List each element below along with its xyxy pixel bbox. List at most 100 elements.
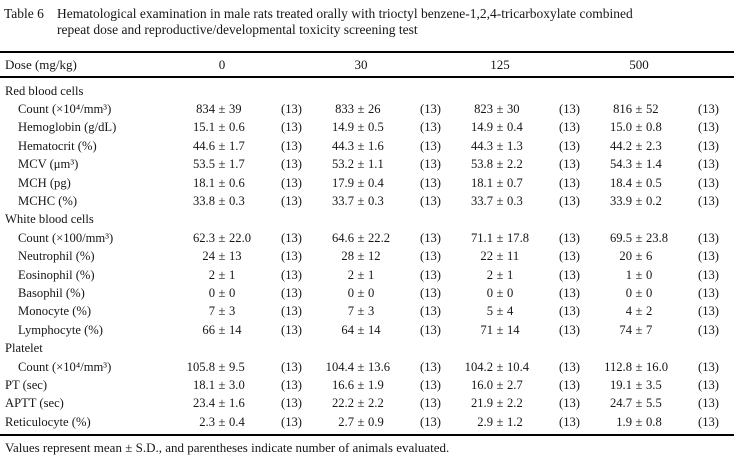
animal-count: (13) — [281, 175, 302, 190]
value-group: 71.1 ±17.8 (13) — [452, 231, 591, 246]
value-cell: 44.6 ±1.7 — [174, 139, 270, 154]
value-cell: 18.4 ±0.5 — [591, 176, 687, 191]
value-cell: 105.8 ±9.5 — [174, 360, 270, 375]
row-label: Hemoglobin (g/dL) — [18, 120, 117, 135]
sd-value: 0.4 — [368, 175, 384, 190]
value-group: 19.1 ±3.5 (13) — [591, 378, 730, 393]
animal-count: (13) — [281, 304, 302, 319]
value-group: 69.5 ±23.8 (13) — [591, 231, 730, 246]
plus-minus-sign: ± — [496, 102, 504, 117]
value-cell: 24 ±13 — [174, 249, 270, 264]
animal-count: (13) — [281, 377, 302, 392]
sd-value: 5.5 — [646, 396, 662, 411]
value-cell: 64 ±14 — [313, 323, 409, 338]
animal-count: (13) — [281, 285, 302, 300]
mean-value: 16.6 — [331, 377, 354, 392]
row-label: Eosinophil (%) — [18, 267, 95, 282]
plus-minus-sign: ± — [635, 396, 643, 411]
value-cell: 2 ±1 — [452, 268, 548, 283]
value-group: 2.3 ±0.4 (13) — [174, 415, 313, 430]
value-cell: 2 ±1 — [174, 268, 270, 283]
value-group: 33.7 ±0.3 (13) — [313, 194, 452, 209]
table-row: MCH (pg) 18.1 ±0.6 (13) 17.9 ±0.4 (13) 18.1 ±0.7… — [0, 174, 734, 192]
n-header-spacer — [409, 57, 452, 73]
value-group: 2 ±1 (13) — [452, 268, 591, 283]
mean-value: 18.1 — [470, 175, 493, 190]
table-row: PT (sec) 18.1 ±3.0 (13) 16.6 ±1.9 (13) 16.0 ±2.7… — [0, 376, 734, 394]
value-cell: 20 ±6 — [591, 249, 687, 264]
plus-minus-sign: ± — [218, 267, 226, 282]
value-group: 7 ±3 (13) — [174, 304, 313, 319]
animal-count: (13) — [698, 267, 719, 282]
mean-value: 28 — [341, 249, 354, 264]
animal-count: (13) — [281, 194, 302, 209]
value-cell: 14.9 ±0.4 — [452, 120, 548, 135]
mean-value: 18.1 — [192, 175, 215, 190]
sd-value: 0 — [229, 285, 236, 300]
row-label: Count (×10⁴/mm³) — [18, 359, 112, 374]
mean-value: 24.7 — [609, 396, 632, 411]
mean-value: 823 — [474, 102, 493, 117]
value-group: 112.8 ±16.0 (13) — [591, 360, 730, 375]
plus-minus-sign: ± — [635, 120, 643, 135]
plus-minus-sign: ± — [218, 230, 226, 245]
animal-count: (13) — [698, 157, 719, 172]
animal-count: (13) — [698, 359, 719, 374]
value-cell: 2.9 ±1.2 — [452, 415, 548, 430]
value-cell: 4 ±2 — [591, 304, 687, 319]
mean-value: 0 — [486, 285, 493, 300]
value-group: 18.1 ±0.7 (13) — [452, 176, 591, 191]
table-row: Neutrophil (%) 24 ±13 (13) 28 ±12 (13) 22 ±11 (13… — [0, 248, 734, 266]
mean-value: 5 — [486, 304, 493, 319]
dose-column-header-500: 500 — [629, 56, 649, 72]
sd-value: 12 — [368, 249, 381, 264]
value-group: 834 ±39 (13) — [174, 102, 313, 117]
plus-minus-sign: ± — [635, 230, 643, 245]
table-row: MCV (μm³) 53.5 ±1.7 (13) 53.2 ±1.1 (13) 53.8 ±2.… — [0, 156, 734, 174]
mean-value: 53.2 — [331, 157, 354, 172]
mean-value: 19.1 — [609, 377, 632, 392]
n-header-spacer — [687, 57, 730, 73]
animal-count: (13) — [698, 102, 719, 117]
animal-count: (13) — [698, 396, 719, 411]
animal-count: (13) — [420, 396, 441, 411]
mean-value: 2.3 — [199, 414, 215, 429]
value-group: 14.9 ±0.4 (13) — [452, 120, 591, 135]
value-group: 33.8 ±0.3 (13) — [174, 194, 313, 209]
mean-value: 20 — [619, 249, 632, 264]
plus-minus-sign: ± — [496, 194, 504, 209]
mean-value: 104.2 — [464, 359, 493, 374]
sd-value: 3 — [368, 304, 375, 319]
value-group: 0 ±0 (13) — [452, 286, 591, 301]
table-title: Hematological examination in male rats t… — [57, 6, 728, 38]
value-cell: 21.9 ±2.2 — [452, 396, 548, 411]
plus-minus-sign: ± — [218, 249, 226, 264]
sd-value: 0.8 — [646, 120, 662, 135]
animal-count: (13) — [559, 322, 580, 337]
table-body: Red blood cells Count (×10⁴/mm³) 834 ±39 (13… — [0, 78, 734, 434]
mean-value: 104.4 — [325, 359, 354, 374]
animal-count: (13) — [698, 377, 719, 392]
plus-minus-sign: ± — [357, 396, 365, 411]
sd-value: 23.8 — [646, 230, 669, 245]
table-footnote: Values represent mean ± S.D., and parent… — [5, 440, 450, 456]
mean-value: 0 — [625, 285, 632, 300]
value-cell: 44.2 ±2.3 — [591, 139, 687, 154]
value-cell: 16.6 ±1.9 — [313, 378, 409, 393]
animal-count: (13) — [698, 194, 719, 209]
dose-column-header-125: 125 — [490, 56, 510, 72]
value-group: 104.4 ±13.6 (13) — [313, 360, 452, 375]
section-label: Red blood cells — [5, 83, 84, 98]
plus-minus-sign: ± — [496, 414, 504, 429]
sd-value: 16.0 — [646, 359, 669, 374]
dose-group-125: 125 — [452, 57, 591, 73]
plus-minus-sign: ± — [496, 359, 504, 374]
mean-value: 21.9 — [470, 396, 493, 411]
row-label: APTT (sec) — [5, 396, 64, 411]
value-cell: 66 ±14 — [174, 323, 270, 338]
animal-count: (13) — [281, 267, 302, 282]
animal-count: (13) — [698, 414, 719, 429]
value-group: 54.3 ±1.4 (13) — [591, 157, 730, 172]
sd-value: 3 — [229, 304, 236, 319]
sd-value: 1 — [368, 267, 375, 282]
